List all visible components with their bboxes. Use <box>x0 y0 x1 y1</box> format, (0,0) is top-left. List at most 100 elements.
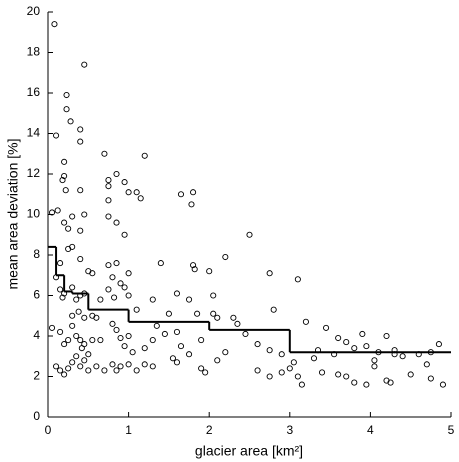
y-tick-label: 16 <box>27 85 41 99</box>
point <box>254 341 261 348</box>
y-tick-label: 0 <box>33 409 40 423</box>
point <box>222 349 229 356</box>
y-tick-label: 8 <box>33 247 40 261</box>
point <box>230 314 237 321</box>
point <box>67 118 74 125</box>
y-tick-label: 18 <box>27 45 41 59</box>
point <box>141 361 148 368</box>
point <box>54 207 61 214</box>
point <box>77 363 84 370</box>
point <box>73 296 80 303</box>
point <box>177 343 185 350</box>
point <box>335 371 342 378</box>
point <box>77 336 84 344</box>
y-tick-label: 12 <box>27 166 41 180</box>
point <box>310 355 318 362</box>
point <box>48 324 56 331</box>
point <box>53 363 60 370</box>
point <box>177 191 185 198</box>
point <box>81 314 88 321</box>
point <box>266 270 273 277</box>
point <box>149 336 156 344</box>
point <box>351 345 358 352</box>
point <box>129 349 136 356</box>
point <box>298 381 305 388</box>
point <box>77 126 84 133</box>
point <box>125 189 132 196</box>
point <box>125 361 132 368</box>
point <box>246 231 253 238</box>
point <box>57 260 64 267</box>
point <box>93 314 100 321</box>
point <box>57 328 64 336</box>
point <box>427 375 434 382</box>
point <box>188 201 195 208</box>
point <box>387 379 394 386</box>
point <box>85 351 92 358</box>
point <box>165 310 172 317</box>
point <box>210 310 217 317</box>
point <box>234 320 241 327</box>
point <box>254 367 261 374</box>
point <box>117 280 124 287</box>
point <box>59 294 66 301</box>
point <box>105 213 112 220</box>
point <box>270 306 277 313</box>
point <box>111 294 118 301</box>
x-tick-label: 3 <box>286 423 293 437</box>
point <box>105 262 112 269</box>
point <box>105 286 112 293</box>
point <box>206 268 213 275</box>
point <box>101 150 108 157</box>
point <box>290 359 297 366</box>
point <box>435 341 442 348</box>
point <box>210 292 217 299</box>
point <box>359 330 366 338</box>
point <box>121 284 128 291</box>
point <box>423 361 430 368</box>
point <box>57 367 64 374</box>
point <box>173 328 181 336</box>
point <box>371 357 378 364</box>
point <box>214 314 221 321</box>
point <box>121 179 128 186</box>
point <box>294 276 301 283</box>
point <box>133 306 140 313</box>
point <box>61 341 68 348</box>
point <box>383 332 390 340</box>
point <box>439 381 446 388</box>
point <box>173 359 181 366</box>
point <box>194 310 201 317</box>
point <box>113 367 120 374</box>
point <box>294 373 301 380</box>
x-tick-label: 1 <box>125 423 132 437</box>
point <box>63 106 70 113</box>
point <box>117 363 124 370</box>
y-tick-label: 4 <box>33 328 40 342</box>
point <box>85 367 92 374</box>
point <box>302 318 309 325</box>
point <box>77 255 84 263</box>
point <box>89 336 96 344</box>
point <box>157 260 164 267</box>
point <box>266 347 273 354</box>
point <box>105 177 112 184</box>
y-tick-label: 14 <box>27 126 41 140</box>
point <box>65 365 72 372</box>
point <box>57 286 64 293</box>
point <box>343 339 350 346</box>
point <box>69 359 76 366</box>
point <box>61 219 68 226</box>
point <box>133 189 140 196</box>
x-axis-label: glacier area [km²] <box>195 443 303 459</box>
y-axis-label: mean area deviation [%] <box>5 139 21 290</box>
point <box>69 284 76 291</box>
point <box>399 353 406 360</box>
point <box>65 225 72 232</box>
point <box>125 332 132 340</box>
point <box>266 373 273 380</box>
point <box>117 334 124 342</box>
point <box>51 21 58 28</box>
y-tick-label: 10 <box>27 207 41 221</box>
